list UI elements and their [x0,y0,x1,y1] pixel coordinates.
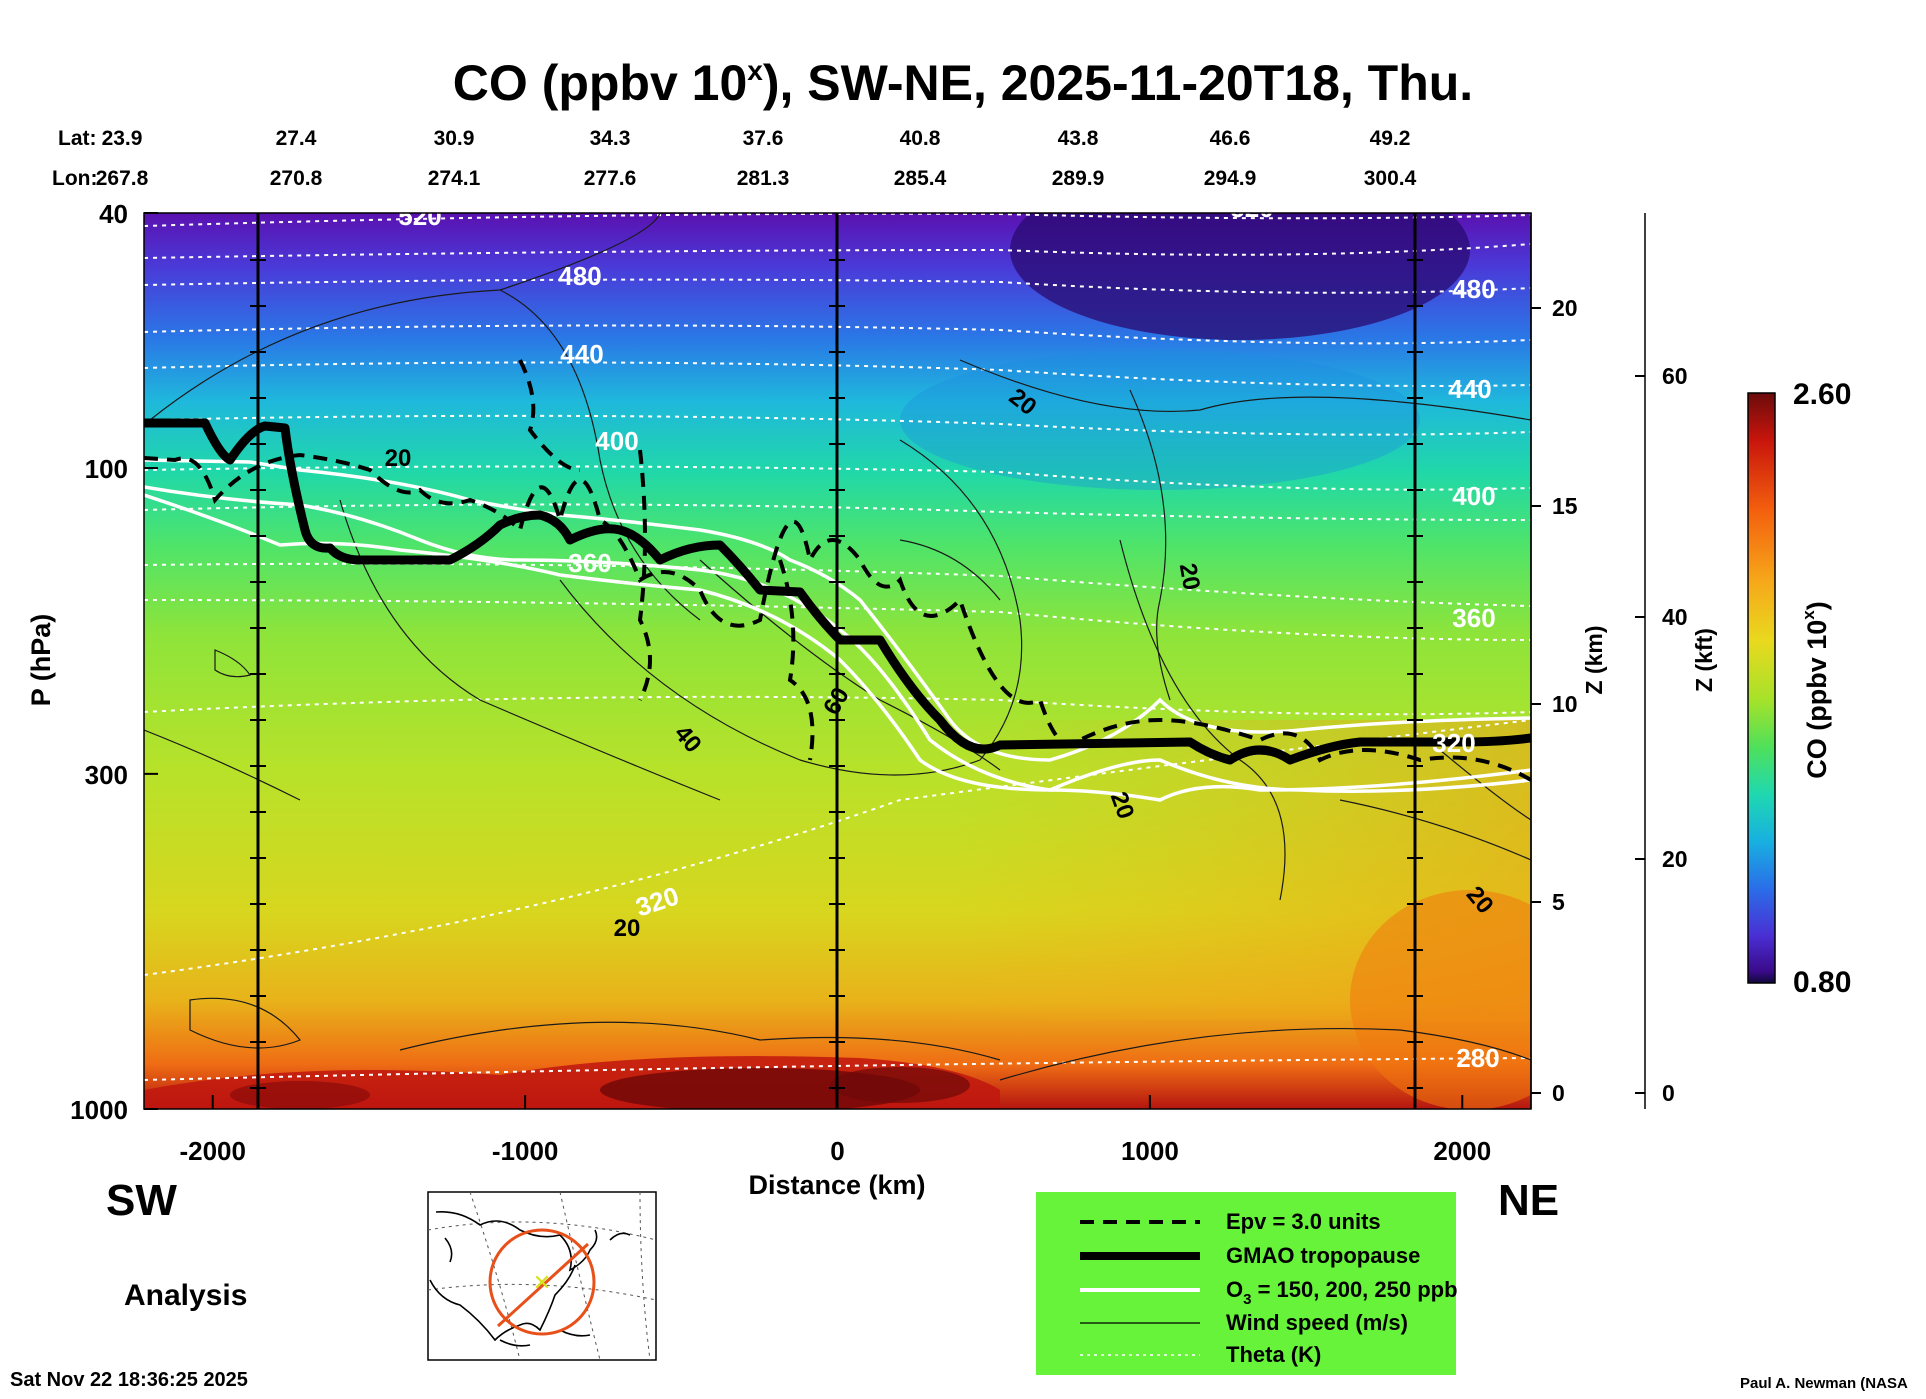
theta-label: 400 [595,426,638,456]
theta-label: 280 [1456,1043,1499,1073]
lon-values: 267.8 270.8 274.1 277.6 281.3 285.4 289.9 294.9… [96,167,1417,190]
theta-label: 520 [398,201,441,231]
theta-label: 320 [1432,728,1475,758]
lat-value: 49.2 [1370,127,1411,150]
theta-label: 520 [1230,193,1273,223]
wind-label: 20 [1174,561,1205,592]
z-kft-tick-label: 0 [1662,1080,1675,1106]
section-lines [256,213,1417,1109]
lon-value: 274.1 [428,167,481,190]
y-tick-label: 100 [85,454,128,484]
z-km-tick-label: 15 [1552,493,1578,519]
y-tick-label: 1000 [70,1095,128,1125]
lon-label: Lon: [52,167,97,190]
z-kft-tick-label: 20 [1662,846,1688,872]
section-track-icon [496,1242,590,1328]
lon-value: 294.9 [1204,167,1257,190]
sw-label: SW [106,1176,177,1225]
lat-label: Lat: [58,127,97,150]
theta-label: 440 [560,339,603,369]
footer-credit: Paul A. Newman (NASA [1740,1375,1908,1392]
wind-label: 20 [385,445,412,472]
chart-title: CO (ppbv 10x), SW-NE, 2025-11-20T18, Thu… [453,55,1473,111]
z-km-tick-label: 20 [1552,295,1578,321]
z-km-tick-label: 5 [1552,889,1565,915]
lat-value: 23.9 [102,127,143,150]
wind-label: 20 [614,915,641,942]
x-axis-label: Distance (km) [748,1170,925,1200]
lon-value: 289.9 [1052,167,1105,190]
lon-value: 267.8 [96,167,149,190]
y-axis: 40 100 300 1000 [70,199,158,1125]
lon-value: 285.4 [894,167,947,190]
colorbar-min-label: 0.80 [1793,966,1851,999]
lat-value: 46.6 [1210,127,1251,150]
z-km-tick-label: 0 [1552,1080,1565,1106]
lat-value: 40.8 [900,127,941,150]
lon-value: 270.8 [270,167,323,190]
x-tick-label: -2000 [179,1136,246,1166]
wind-contours [144,213,1531,1081]
theta-label: 400 [1452,481,1495,511]
theta-label: 440 [1448,374,1491,404]
ne-label: NE [1498,1176,1559,1225]
y-axis-label: P (hPa) [26,614,56,707]
y-tick-label: 300 [85,760,128,790]
orbit-circle-icon [488,1228,596,1336]
z-kft-axis: 0 20 40 60 [1635,363,1688,1106]
lon-value: 281.3 [737,167,790,190]
y-tick-label: 40 [99,199,128,229]
tropopause-line [144,418,1531,765]
legend: Epv = 3.0 units GMAO tropopause O3 = 150… [1036,1192,1458,1375]
lat-value: 43.8 [1058,127,1099,150]
o3-contours [144,458,1531,802]
center-marker-icon: ✕ [533,1270,551,1295]
lat-value: 34.3 [590,127,631,150]
colorbar-max-label: 2.60 [1793,378,1851,411]
lon-value: 300.4 [1364,167,1417,190]
lat-value: 27.4 [276,127,317,150]
z-km-tick-label: 10 [1552,691,1578,717]
colorbar-label: CO (ppbv 10x) [1799,601,1832,779]
z-kft-axis-label: Z (kft) [1691,628,1717,692]
x-axis: -2000 -1000 0 1000 2000 [179,1095,1491,1166]
legend-epv: Epv = 3.0 units [1226,1209,1381,1234]
z-km-axis: 0 5 10 15 20 [1531,295,1578,1106]
legend-wind: Wind speed (m/s) [1226,1310,1408,1335]
inset-map: ✕ [427,1191,657,1361]
x-tick-label: 1000 [1121,1136,1179,1166]
x-tick-label: -1000 [492,1136,559,1166]
theta-label: 480 [558,261,601,291]
theta-label: 480 [1452,274,1495,304]
theta-lines [144,213,1531,1081]
lat-value: 30.9 [434,127,475,150]
lat-value: 37.6 [743,127,784,150]
legend-theta: Theta (K) [1226,1342,1321,1367]
lat-values: 23.9 27.4 30.9 34.3 37.6 40.8 43.8 46.6 49.2 [102,127,1411,150]
footer-timestamp: Sat Nov 22 18:36:25 2025 [10,1369,248,1391]
coastline-map-icon [429,1210,631,1347]
legend-tropopause: GMAO tropopause [1226,1243,1420,1268]
level-ticks [250,259,1423,1089]
legend-o3: O3 = 150, 200, 250 ppb [1226,1277,1458,1308]
z-kft-tick-label: 40 [1662,604,1688,630]
z-km-axis-label: Z (km) [1581,626,1607,695]
theta-label: 360 [568,548,611,578]
analysis-label: Analysis [124,1279,247,1312]
x-tick-label: 0 [830,1136,844,1166]
colorbar [1747,392,1776,984]
theta-label: 360 [1452,603,1495,633]
lon-value: 277.6 [584,167,637,190]
x-tick-label: 2000 [1433,1136,1491,1166]
z-kft-tick-label: 60 [1662,363,1688,389]
